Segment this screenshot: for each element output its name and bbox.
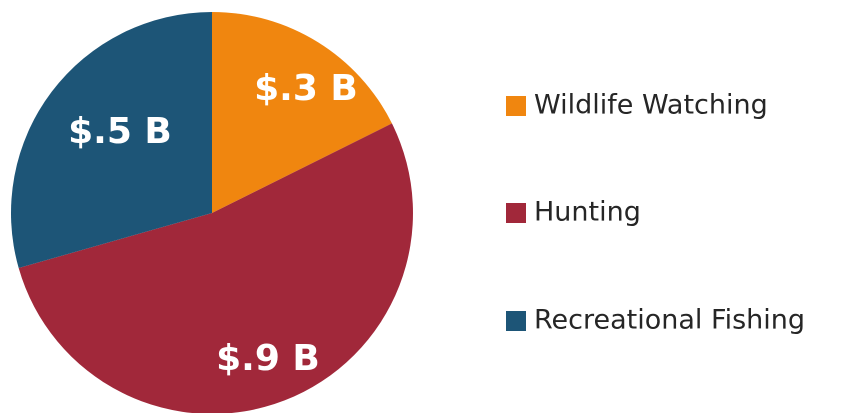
legend-swatch-wildlife-watching: [506, 96, 526, 116]
legend-label-recreational-fishing: Recreational Fishing: [534, 305, 805, 336]
legend-label-hunting: Hunting: [534, 197, 641, 228]
legend: Wildlife Watching Hunting Recreational Fis…: [506, 90, 805, 336]
legend-item-wildlife-watching: Wildlife Watching: [506, 90, 768, 121]
legend-swatch-recreational-fishing: [506, 311, 526, 331]
pie-slice-wildlife-watching: [212, 11, 392, 213]
pie-slices: [10, 11, 413, 413]
legend-swatch-hunting: [506, 203, 526, 223]
slice-label-wildlife-watching: $.3 B: [254, 68, 358, 109]
slice-label-hunting: $.9 B: [216, 338, 320, 379]
slice-label-recreational-fishing: $.5 B: [68, 111, 172, 152]
legend-item-recreational-fishing: Recreational Fishing: [506, 305, 805, 336]
pie-slice-recreational-fishing: [10, 12, 213, 269]
pie-slice-labels: $.3 B $.9 B $.5 B: [68, 68, 358, 379]
legend-label-wildlife-watching: Wildlife Watching: [534, 90, 768, 121]
legend-item-hunting: Hunting: [506, 197, 641, 228]
pie-slice-hunting: [18, 123, 413, 413]
